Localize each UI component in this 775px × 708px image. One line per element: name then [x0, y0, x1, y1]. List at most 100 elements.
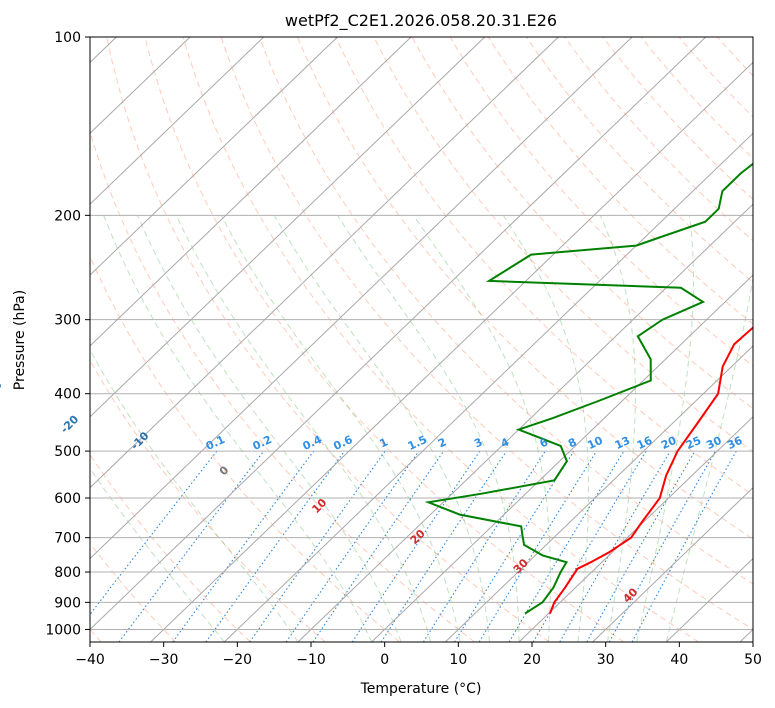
mixing-ratio-label: 0.2 — [251, 433, 274, 453]
isotherm-gridline — [90, 37, 633, 560]
mixing-ratio-line — [90, 450, 218, 616]
mixing-ratio-label: 0.1 — [204, 433, 227, 453]
mixing-ratio-label: 20 — [659, 434, 679, 452]
dry-adiabat — [640, 37, 753, 159]
mixing-ratio-label: 0.6 — [331, 433, 354, 453]
y-tick-label: 800 — [54, 565, 81, 581]
dry-adiabat-label: -20 — [58, 412, 81, 435]
moist-adiabat — [502, 215, 589, 642]
moist-adiabat — [90, 348, 299, 642]
x-axis-title: Temperature (°C) — [360, 681, 482, 697]
moist-adiabat — [137, 215, 402, 642]
dry-adiabat-label: -10 — [128, 429, 151, 452]
isotherm-gridline — [90, 37, 265, 205]
temperature-profile-line — [549, 326, 753, 614]
isotherm-gridline — [297, 203, 753, 642]
y-axis: 100 200 300 400 500 600 700 800 900 1000 — [45, 30, 90, 638]
dry-adiabat — [90, 453, 251, 642]
x-tick-label: 30 — [597, 652, 615, 668]
mixing-ratio-line — [559, 450, 671, 642]
dry-adiabat — [449, 37, 753, 367]
mixing-ratio-line — [312, 450, 445, 642]
sounding-lines — [424, 162, 753, 615]
dry-adiabat — [90, 255, 401, 642]
y-axis-title: Pressure (hPa) — [12, 290, 28, 390]
x-tick-label: −30 — [149, 652, 179, 668]
x-tick-label: 40 — [670, 652, 688, 668]
dry-adiabat — [106, 37, 550, 642]
x-tick-label: 10 — [449, 652, 467, 668]
moist-adiabat — [337, 215, 520, 642]
dry-adiabat — [144, 37, 625, 642]
mixing-ratio-line — [118, 450, 265, 642]
mixing-ratio-line — [249, 450, 386, 642]
isotherm-gridline — [518, 416, 753, 642]
y-tick-label: 300 — [54, 313, 81, 329]
isotherm-gridline — [739, 628, 753, 642]
dewpoint-profile-line — [424, 162, 753, 615]
moist-adiabat — [103, 215, 373, 642]
dry-adiabat — [297, 37, 753, 540]
mixing-ratio-line — [454, 450, 575, 642]
mixing-ratio-line — [285, 450, 420, 642]
mixing-ratio-label: 1 — [378, 435, 390, 450]
y-tick-label: 900 — [54, 595, 81, 611]
mixing-ratio-line — [422, 450, 546, 642]
mixing-ratio-label: 30 — [704, 434, 724, 452]
isotherm-gridline — [150, 61, 753, 642]
isotherm-gridline — [371, 274, 753, 642]
line-labels: -100-90-80-70-60-50-40-30-20-10010203040… — [0, 378, 745, 605]
x-tick-label: 0 — [380, 652, 389, 668]
mixing-ratio-line — [508, 450, 625, 642]
dry-adiabat — [678, 37, 753, 118]
x-tick-label: 20 — [523, 652, 541, 668]
isotherm-gridline — [90, 37, 486, 418]
isotherm-gridline — [90, 37, 559, 489]
dry-adiabat-label: 0 — [217, 463, 232, 478]
x-tick-label: −40 — [75, 652, 105, 668]
plot-frame — [89, 36, 754, 643]
isotherm-gridline — [665, 557, 753, 642]
mixing-ratio-label: 36 — [725, 434, 745, 452]
mixing-ratio-label: 1.5 — [406, 433, 429, 453]
plot-area — [90, 37, 753, 642]
dry-adiabat — [90, 359, 326, 642]
x-tick-label: 50 — [744, 652, 762, 668]
dry-adiabat — [258, 37, 753, 585]
mixing-ratio-line — [631, 450, 737, 642]
isotherm-gridline — [223, 132, 753, 642]
y-tick-label: 600 — [54, 491, 81, 507]
dry-adiabat — [90, 130, 475, 642]
isotherm-gridline — [592, 486, 753, 642]
isotherm-gridline — [444, 345, 753, 642]
chart-title: wetPf2_C2E1.2026.058.20.31.E26 — [285, 11, 557, 31]
dry-adiabat — [182, 37, 699, 642]
mixing-ratio-label: 2 — [436, 435, 448, 450]
moist-adiabat — [90, 467, 225, 642]
y-tick-label: 700 — [54, 531, 81, 547]
moist-adiabat — [175, 215, 432, 642]
isotherm-gridline — [90, 37, 412, 347]
isotherm-gridline — [90, 37, 707, 631]
mixing-ratio-label: 0.4 — [301, 433, 324, 453]
isotherm-gridline — [90, 37, 191, 134]
moist-adiabat — [636, 215, 694, 642]
y-tick-label: 500 — [54, 444, 81, 460]
x-axis: −40 −30 −20 −10 0 10 20 30 40 50 — [75, 642, 762, 668]
dry-adiabat-label: 20 — [408, 527, 428, 547]
mixing-ratio-label: 10 — [585, 434, 605, 452]
isotherm-gridline — [90, 37, 338, 276]
dry-adiabat — [716, 37, 753, 77]
mixing-ratio-label: 16 — [635, 434, 655, 452]
mixing-ratio-label: 25 — [684, 434, 703, 452]
dry-adiabat — [220, 37, 753, 630]
mixing-ratio-line — [478, 450, 598, 642]
dry-adiabat-lines — [90, 37, 753, 642]
moist-adiabat — [599, 215, 636, 642]
dry-adiabat — [335, 37, 753, 496]
moist-adiabat — [220, 215, 461, 642]
y-tick-label: 400 — [54, 387, 81, 403]
y-tick-label: 100 — [54, 30, 81, 46]
mixing-ratio-lines — [90, 450, 737, 642]
